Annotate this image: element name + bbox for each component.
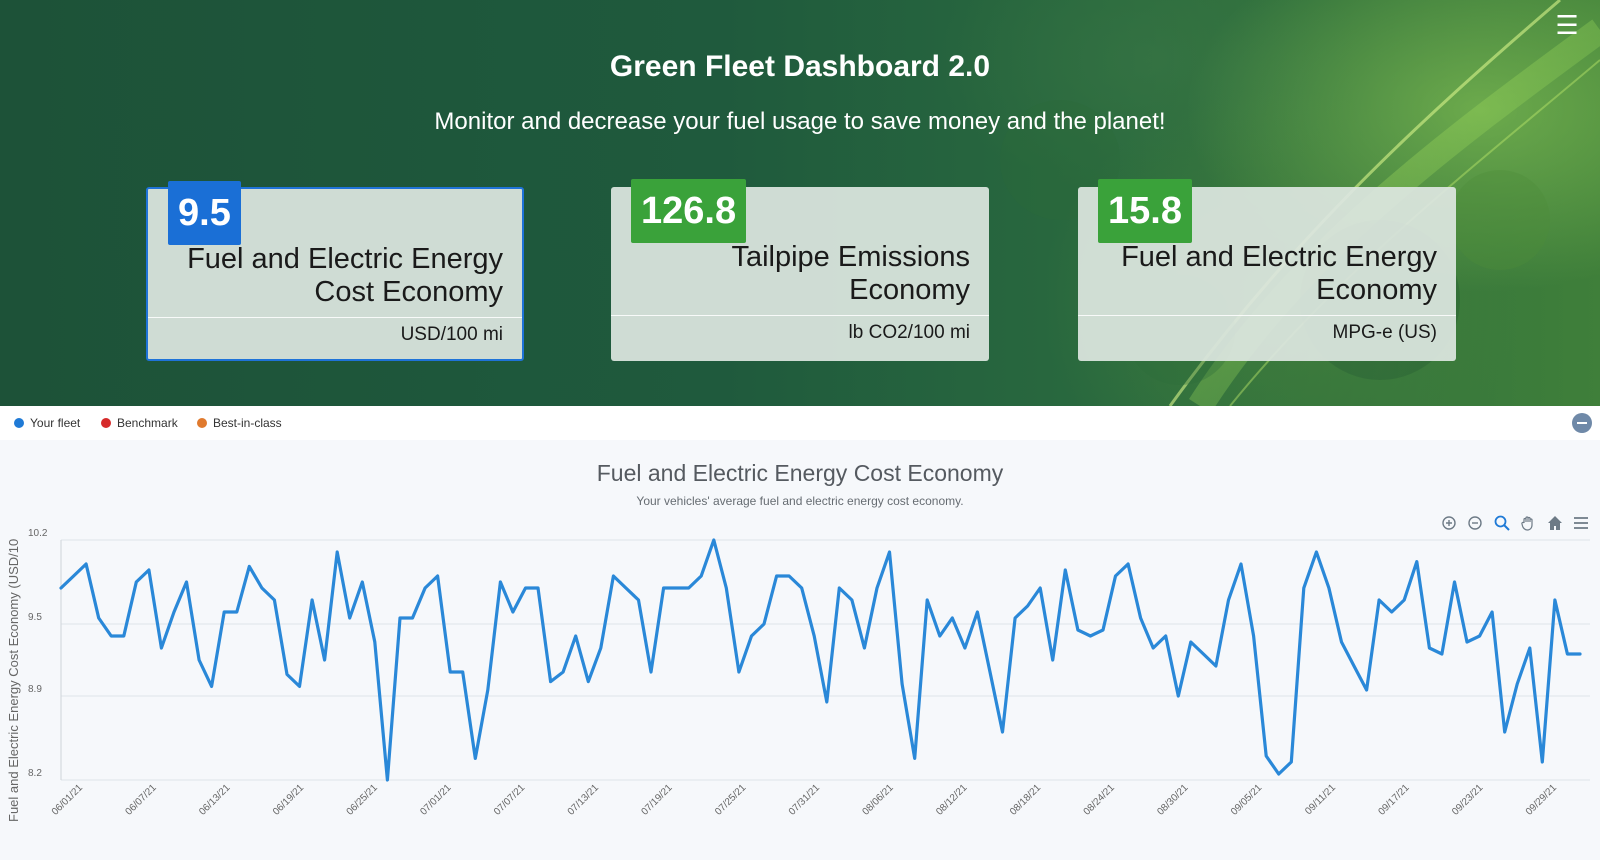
legend-item-benchmark[interactable]: Benchmark — [101, 416, 178, 430]
legend-item-your-fleet[interactable]: Your fleet — [14, 416, 80, 430]
zoom-out-icon[interactable] — [1466, 514, 1484, 532]
y-axis-title: Fuel and Electric Energy Cost Economy (U… — [6, 539, 21, 822]
legend-label: Best-in-class — [213, 416, 282, 430]
x-tick-label: 07/25/21 — [713, 782, 749, 818]
chart-subtitle: Your vehicles' average fuel and electric… — [636, 494, 964, 508]
x-tick-label: 08/18/21 — [1008, 782, 1044, 818]
kpi-unit: USD/100 mi — [400, 324, 503, 345]
kpi-divider — [148, 317, 522, 318]
kpi-card-cost-economy[interactable]: 9.5 Fuel and Electric Energy Cost Econom… — [146, 181, 524, 361]
y-tick-label: 10.2 — [28, 528, 48, 539]
legend-dot — [197, 418, 207, 428]
line-chart: 10.2 9.5 8.9 8.2 Fuel and Electric Energy Co… — [6, 528, 1590, 822]
kpi-unit: MPG-e (US) — [1332, 322, 1438, 343]
kpi-divider — [1078, 315, 1456, 316]
kpi-value-badge: 15.8 — [1098, 179, 1192, 243]
kpi-card-tailpipe-emissions[interactable]: 126.8 Tailpipe Emissions Economy lb CO2/… — [611, 179, 989, 361]
x-tick-label: 09/23/21 — [1450, 782, 1486, 818]
kpi-value-badge: 9.5 — [168, 181, 241, 245]
x-tick-label: 06/07/21 — [124, 782, 160, 818]
reset-home-icon[interactable] — [1546, 514, 1564, 532]
x-tick-label: 06/25/21 — [345, 782, 381, 818]
chart-section: Your fleet Benchmark Best-in-class Fuel … — [0, 406, 1600, 860]
kpi-label: Fuel and Electric Energy Cost Economy — [187, 243, 503, 308]
x-tick-label: 07/19/21 — [639, 782, 675, 818]
x-tick-label: 07/01/21 — [418, 782, 454, 818]
legend-item-best-in-class[interactable]: Best-in-class — [197, 416, 282, 430]
x-tick-label: 08/12/21 — [934, 782, 970, 818]
kpi-divider — [611, 315, 989, 316]
x-tick-label: 08/24/21 — [1082, 782, 1118, 818]
x-tick-label: 09/11/21 — [1303, 782, 1338, 817]
zoom-in-icon[interactable] — [1440, 514, 1458, 532]
kpi-value-badge: 126.8 — [631, 179, 747, 243]
zoom-selection-icon[interactable] — [1493, 514, 1511, 532]
kpi-label: Fuel and Electric Energy Economy — [1121, 241, 1437, 306]
series-line-your-fleet — [59, 538, 1582, 782]
chart-toolbar — [1436, 514, 1590, 534]
legend-label: Your fleet — [30, 416, 81, 430]
x-tick-label: 07/13/21 — [566, 782, 602, 818]
page-subtitle: Monitor and decrease your fuel usage to … — [434, 108, 1166, 135]
kpi-unit: lb CO2/100 mi — [848, 322, 970, 343]
legend-dot — [14, 418, 24, 428]
kpi-label: Tailpipe Emissions Economy — [731, 241, 970, 306]
legend-dot — [101, 418, 111, 428]
y-tick-label: 8.2 — [28, 768, 42, 779]
kpi-card-energy-economy[interactable]: 15.8 Fuel and Electric Energy Economy MP… — [1078, 179, 1456, 361]
pan-hand-icon[interactable] — [1519, 514, 1537, 532]
x-tick-label: 07/07/21 — [492, 782, 528, 818]
x-tick-label: 08/30/21 — [1155, 782, 1191, 818]
page-title: Green Fleet Dashboard 2.0 — [609, 50, 991, 83]
legend-bar: Your fleet Benchmark Best-in-class — [0, 406, 1600, 440]
y-tick-label: 8.9 — [28, 684, 42, 695]
legend-label: Benchmark — [117, 416, 178, 430]
hamburger-menu-icon[interactable]: ☰ — [1555, 10, 1579, 40]
y-tick-label: 9.5 — [28, 612, 42, 623]
chart-title: Fuel and Electric Energy Cost Economy — [596, 460, 1004, 486]
chart-menu-icon[interactable] — [1572, 514, 1590, 532]
collapse-panel-button[interactable] — [1572, 413, 1592, 433]
x-tick-label: 09/17/21 — [1376, 782, 1412, 818]
x-tick-label: 07/31/21 — [787, 782, 823, 818]
x-tick-label: 06/01/21 — [50, 782, 86, 818]
hero-banner: ☰ Green Fleet Dashboard 2.0 Monitor and … — [0, 0, 1600, 406]
x-tick-label: 06/13/21 — [197, 782, 233, 818]
x-tick-label: 08/06/21 — [861, 782, 897, 818]
x-tick-label: 06/19/21 — [271, 782, 307, 818]
x-tick-label: 09/29/21 — [1524, 782, 1560, 818]
x-tick-label: 09/05/21 — [1229, 782, 1265, 818]
